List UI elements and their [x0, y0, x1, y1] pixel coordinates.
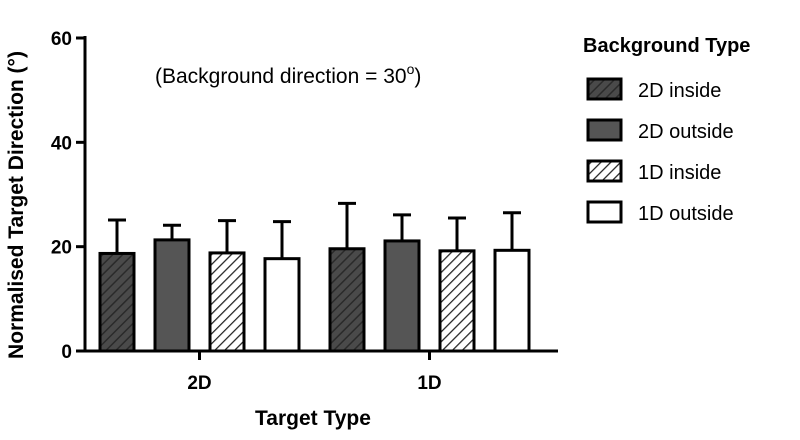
- error-bar: [503, 211, 521, 251]
- x-tick-label-1d: 1D: [417, 373, 441, 394]
- annotation-text: (Background direction = 30: [155, 65, 407, 88]
- bar-2d-outside-1d: [383, 239, 421, 353]
- legend-label: 2D inside: [638, 80, 721, 102]
- y-tick-label: 40: [51, 133, 72, 154]
- legend: Background Type 2D inside 2D outside 1D in…: [583, 35, 750, 225]
- legend-item-2d-inside: 2D inside: [586, 77, 721, 102]
- legend-swatch: [586, 118, 623, 142]
- chart-annotation: (Background direction = 30o): [155, 61, 421, 88]
- bar-1d-outside-1d: [493, 248, 531, 353]
- bar-2d-inside-1d: [328, 247, 366, 353]
- y-tick-label: 0: [61, 342, 72, 363]
- x-axis-title: Target Type: [255, 407, 371, 430]
- x-tick-label-2d: 2D: [187, 373, 211, 394]
- legend-item-1d-outside: 1D outside: [586, 200, 734, 225]
- legend-title: Background Type: [583, 35, 750, 57]
- annotation-superscript: o: [407, 61, 415, 77]
- y-tick-label: 60: [51, 29, 72, 50]
- bar-2d-inside-2d: [98, 251, 136, 353]
- legend-swatch: [586, 200, 623, 224]
- error-bar: [448, 216, 466, 251]
- legend-item-1d-inside: 1D inside: [586, 159, 721, 184]
- legend-label: 1D outside: [638, 203, 734, 225]
- legend-label: 1D inside: [638, 162, 721, 184]
- annotation-suffix: ): [414, 65, 421, 88]
- y-tick-label: 20: [51, 238, 72, 259]
- y-axis-title: Normalised Target Direction (°): [5, 51, 28, 359]
- legend-swatch: [586, 159, 623, 183]
- bar-1d-outside-2d: [263, 257, 301, 353]
- error-bar: [163, 223, 181, 240]
- error-bar: [393, 213, 411, 241]
- error-bar: [273, 220, 291, 259]
- legend-swatch: [586, 77, 623, 101]
- legend-item-2d-outside: 2D outside: [586, 118, 734, 143]
- legend-label: 2D outside: [638, 121, 734, 143]
- error-bar: [338, 201, 356, 249]
- error-bar: [108, 218, 126, 254]
- bar-1d-inside-2d: [208, 251, 246, 353]
- bar-2d-outside-2d: [153, 238, 191, 353]
- error-bar: [218, 219, 236, 253]
- bar-1d-inside-1d: [438, 249, 476, 353]
